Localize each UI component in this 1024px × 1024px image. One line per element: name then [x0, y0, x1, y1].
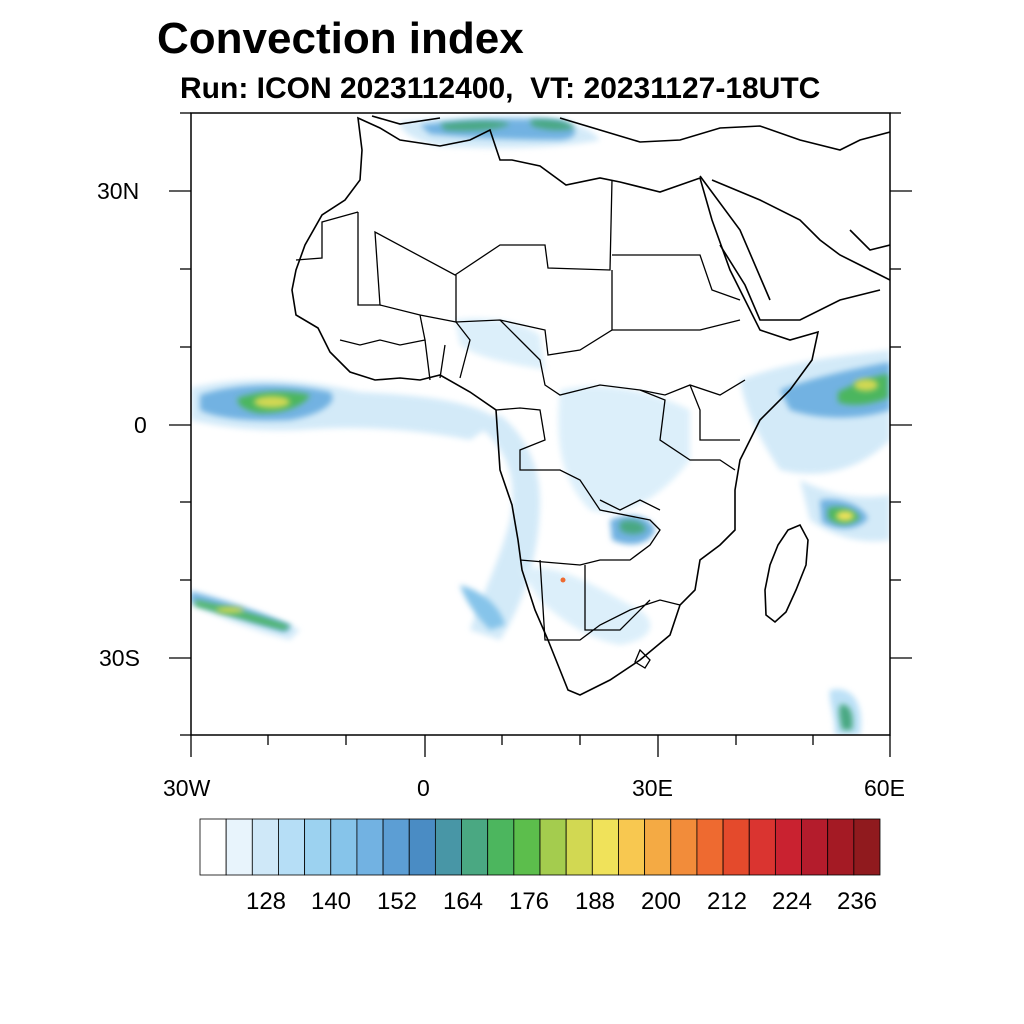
colorbar-swatch: [487, 818, 515, 876]
colorbar-label: 200: [640, 888, 682, 915]
colorbar-swatch: [827, 818, 855, 876]
country-borders: [295, 179, 746, 669]
colorbar-label: 188: [574, 888, 616, 915]
colorbar-swatch: [382, 818, 410, 876]
coastlines: [291, 115, 890, 696]
colorbar-swatch: [251, 818, 279, 876]
colorbar-swatch: [696, 818, 724, 876]
colorbar-swatch: [278, 818, 306, 876]
axis-ticks: [169, 112, 912, 757]
colorbar-label: 140: [310, 888, 352, 915]
colorbar-label: 176: [508, 888, 550, 915]
colorbar-swatch: [225, 818, 253, 876]
y-tick-30s: 30S: [99, 645, 140, 671]
colorbar-swatch: [539, 818, 567, 876]
map-frame: [190, 112, 891, 736]
colorbar-swatch: [670, 818, 698, 876]
colorbar-swatch: [774, 818, 802, 876]
colorbar-swatch: [853, 818, 881, 876]
colorbar-swatch: [199, 818, 227, 876]
chart-title: Convection index: [157, 14, 524, 63]
colorbar-swatch: [356, 818, 384, 876]
colorbar-swatch: [304, 818, 332, 876]
y-tick-30n: 30N: [97, 178, 140, 204]
y-tick-0: 0: [134, 412, 147, 438]
colorbar-swatch: [801, 818, 829, 876]
colorbar-swatch: [434, 818, 462, 876]
colorbar-label: 164: [442, 888, 484, 915]
colorbar-swatch: [565, 818, 593, 876]
colorbar-swatch: [461, 818, 489, 876]
colorbar-swatch: [618, 818, 646, 876]
colorbar: [199, 818, 881, 876]
x-tick-30w: 30W: [163, 775, 211, 801]
colorbar-swatch: [644, 818, 672, 876]
colorbar-label: 152: [376, 888, 418, 915]
chart-subtitle: Run: ICON 2023112400, VT: 20231127-18UTC: [180, 72, 821, 105]
colorbar-swatch: [408, 818, 436, 876]
colorbar-swatch: [513, 818, 541, 876]
x-tick-30e: 30E: [632, 775, 673, 801]
colorbar-label: 212: [706, 888, 748, 915]
colorbar-label: 224: [771, 888, 813, 915]
colorbar-label: 128: [245, 888, 287, 915]
colorbar-swatch: [330, 818, 358, 876]
convection-field: [191, 116, 890, 735]
colorbar-label: 236: [836, 888, 878, 915]
colorbar-swatch: [722, 818, 750, 876]
colorbar-swatch: [748, 818, 776, 876]
x-tick-0: 0: [417, 775, 430, 801]
colorbar-swatch: [591, 818, 619, 876]
x-tick-60e: 60E: [864, 775, 905, 801]
